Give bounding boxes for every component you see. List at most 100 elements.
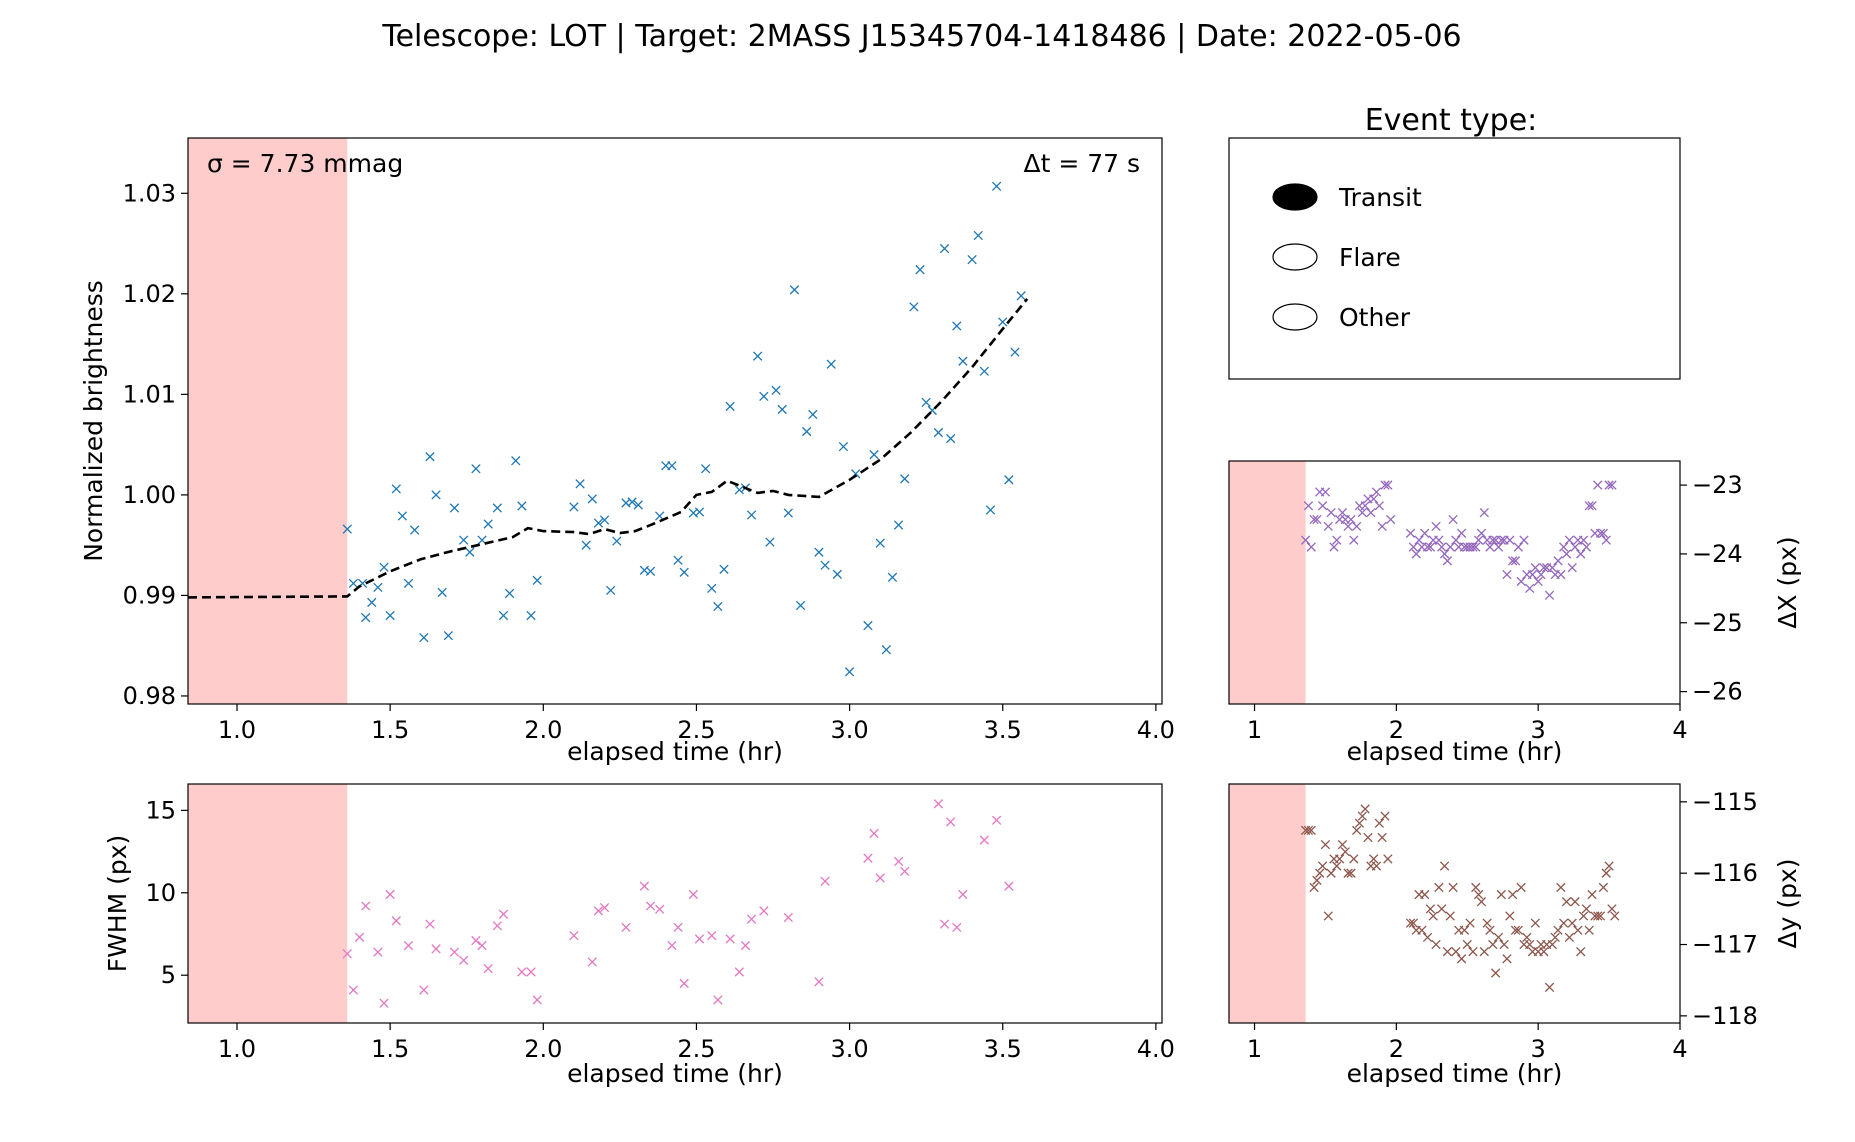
dx-point [1587,501,1597,511]
dx-point [1317,501,1328,511]
dx-point [1383,480,1393,490]
dy-point [1573,925,1583,935]
brightness-point [1010,347,1020,357]
dy-point [1507,889,1518,900]
brightness-point [893,520,904,530]
dx-xtick-label: 3 [1531,716,1546,744]
dx-point [1405,528,1416,538]
radio-transit-icon[interactable] [1272,183,1318,211]
dx-xtick-label: 4 [1672,716,1687,744]
brightness-point [832,569,842,579]
dx-point [1371,487,1382,497]
dx-point [1595,528,1606,538]
dy-point [1530,918,1540,928]
dy-point [1610,911,1620,921]
brightness-point [627,497,637,507]
dy-point [1309,882,1319,893]
fwhm-ylabel: FWHM (px) [103,835,132,973]
fwhm-xtick-label: 4.0 [1137,1035,1175,1063]
sigma-annotation: σ = 7.73 mmag [207,149,403,178]
dx-point [1422,542,1433,552]
fwhm-point [449,947,460,957]
delta-x-panel: 1 2 3 4 −23 −24 −25 −26 elapsed time (hr) ΔX (px) [1228,460,1802,766]
dx-point [1349,535,1359,545]
fwhm-point [814,977,824,987]
legend-label-transit: Transit [1338,183,1422,212]
dx-point [1564,535,1575,545]
dy-xtick-label: 1 [1247,1035,1262,1063]
fwhm-xtick-label: 2.5 [677,1035,715,1063]
brightness-point [979,366,990,376]
dx-point [1578,535,1589,545]
dx-point [1559,542,1569,552]
fwhm-point [900,866,910,877]
brightness-point [511,456,521,466]
legend-item-other[interactable]: Other [1272,303,1411,332]
dx-point [1496,535,1506,545]
dx-point [1386,514,1396,525]
brightness-point [459,535,469,545]
dx-point [1332,535,1342,545]
radio-flare-icon[interactable] [1272,243,1318,271]
brightness-xtick-label: 2.0 [524,716,562,744]
dx-point [1479,507,1489,518]
dy-xtick-label: 3 [1531,1035,1546,1063]
dx-point [1309,514,1319,525]
brightness-point [844,667,855,677]
dx-point [1527,569,1538,580]
dy-point [1349,854,1359,864]
legend-item-flare[interactable]: Flare [1272,243,1401,272]
fwhm-point [621,922,631,933]
fwhm-point [655,904,665,914]
dy-point [1522,932,1532,943]
dx-xlabel: elapsed time (hr) [1347,737,1563,766]
brightness-point [1016,291,1026,301]
dx-point [1547,563,1558,573]
brightness-ytick-label: 1.02 [123,280,176,308]
dy-point [1510,925,1521,935]
dy-point [1439,861,1450,871]
legend-item-transit[interactable]: Transit [1272,183,1422,212]
brightness-ytick-label: 1.03 [123,179,176,207]
dy-point [1476,897,1487,907]
brightness-point [973,230,983,241]
dx-point [1414,535,1424,545]
fwhm-point [477,940,487,951]
dx-point [1488,535,1498,545]
dy-point [1601,868,1611,878]
brightness-point [385,610,395,621]
dx-point [1445,542,1455,552]
dx-ytick-label: −24 [1692,540,1743,568]
brightness-point [483,519,493,529]
dy-point [1346,868,1356,878]
fwhm-point [673,922,683,933]
fwhm-xtick-label: 1.0 [218,1035,256,1063]
masked-time-region [188,784,348,1023]
dy-ytick-label: −115 [1692,788,1758,816]
fwhm-point [403,940,414,951]
dx-point [1485,542,1495,552]
fwhm-xtick-label: 2.0 [524,1035,562,1063]
dx-point [1411,549,1421,559]
brightness-point [673,555,683,565]
dy-point [1343,868,1353,878]
dy-point [1564,932,1575,943]
dy-point [1462,939,1472,950]
dx-point [1539,563,1549,573]
dy-point [1584,925,1594,935]
dy-point [1468,946,1478,957]
dy-point [1479,946,1489,957]
brightness-point [765,537,775,547]
brightness-point [360,612,371,623]
dx-point [1593,480,1603,490]
dx-point [1442,556,1453,566]
dy-point [1312,875,1322,885]
brightness-point [694,507,705,517]
dy-point [1482,918,1492,928]
dy-xtick-label: 2 [1389,1035,1404,1063]
dy-point [1473,889,1484,900]
brightness-point [599,515,610,525]
fwhm-point [431,944,441,954]
radio-other-icon[interactable] [1272,303,1318,331]
dx-point [1306,542,1316,552]
